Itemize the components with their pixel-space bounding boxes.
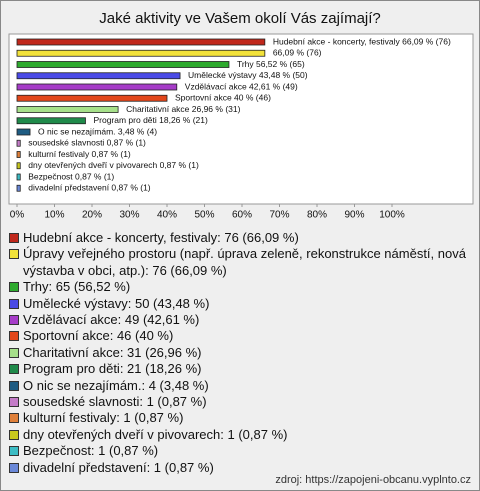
- legend: Hudební akce - koncerty, festivaly: 76 (…: [9, 230, 471, 476]
- bar: [16, 72, 181, 80]
- legend-label: Trhy: 65 (56,52 %): [23, 279, 131, 295]
- legend-swatch: [9, 397, 19, 408]
- bar: [16, 106, 119, 113]
- legend-item: Vzdělávací akce: 49 (42,61 %): [9, 312, 471, 328]
- legend-swatch: [9, 282, 19, 293]
- bar: [16, 61, 230, 68]
- data-label: O nic se nezajímám. 3,48 % (4): [38, 126, 157, 136]
- data-label: Trhy 56,52 % (65): [237, 59, 305, 69]
- legend-item: Sportovní akce: 46 (40 %): [9, 328, 471, 344]
- x-tick-label: 50%: [194, 210, 214, 221]
- data-label: 66,09 % (76): [273, 48, 322, 58]
- legend-swatch: [9, 233, 19, 243]
- bar: [16, 184, 21, 192]
- legend-item: Umělecké výstavy: 50 (43,48 %): [9, 296, 471, 312]
- source: zdroj: https://zapojeni-obcanu.vyplnto.c…: [275, 474, 471, 486]
- data-label: kulturní festivaly 0,87 % (1): [28, 149, 131, 159]
- chart: Jaké aktivity ve Vašem okolí Vás zajímaj…: [8, 10, 474, 221]
- legend-swatch: [9, 331, 19, 342]
- legend-swatch: [9, 347, 19, 358]
- bar: [16, 162, 21, 170]
- bar: [16, 117, 86, 125]
- legend-label: Bezpečnost: 1 (0,87 %): [23, 443, 159, 459]
- legend-swatch: [9, 429, 19, 440]
- data-label: Bezpečnost 0,87 % (1): [28, 171, 114, 181]
- bar: [16, 83, 178, 91]
- bar: [16, 151, 21, 158]
- legend-swatch: [9, 380, 19, 391]
- legend-label: sousedské slavnosti: 1 (0,87 %): [23, 394, 207, 410]
- x-tick-label: 0%: [10, 210, 25, 221]
- legend-swatch: [9, 315, 19, 326]
- legend-label: Vzdělávací akce: 49 (42,61 %): [23, 312, 200, 328]
- x-tick-label: 100%: [379, 210, 405, 221]
- legend-swatch: [9, 249, 19, 260]
- data-label: Hudební akce - koncerty, festivaly 66,09…: [273, 36, 451, 46]
- bar: [16, 49, 266, 57]
- legend-swatch: [9, 446, 19, 457]
- legend-item: Úpravy veřejného prostoru (např. úprava …: [9, 246, 471, 279]
- legend-item: Trhy: 65 (56,52 %): [9, 279, 471, 295]
- legend-label: dny otevřených dveří v pivovarech: 1 (0,…: [23, 426, 288, 442]
- legend-label: kulturní festivaly: 1 (0,87 %): [23, 410, 184, 426]
- legend-label: Sportovní akce: 46 (40 %): [23, 328, 174, 344]
- x-tick-label: 80%: [307, 210, 327, 221]
- bar: [16, 128, 31, 136]
- x-tick-label: 90%: [344, 210, 364, 221]
- legend-swatch: [9, 298, 19, 309]
- x-tick-label: 10%: [44, 210, 64, 221]
- data-label: Umělecké výstavy 43,48 % (50): [188, 70, 308, 80]
- legend-label: O nic se nezajímám.: 4 (3,48 %): [23, 377, 209, 393]
- legend-item: Program pro děti: 21 (18,26 %): [9, 361, 471, 377]
- legend-item: O nic se nezajímám.: 4 (3,48 %): [9, 378, 471, 394]
- bar: [16, 38, 266, 46]
- data-label: dny otevřených dveří v pivovarech 0,87 %…: [28, 160, 199, 170]
- legend-item: kulturní festivaly: 1 (0,87 %): [9, 410, 471, 426]
- legend-label: Hudební akce - koncerty, festivaly: 76 (…: [23, 230, 299, 245]
- legend-label: Umělecké výstavy: 50 (43,48 %): [23, 295, 210, 311]
- x-tick-label: 70%: [269, 210, 289, 221]
- legend-swatch: [9, 413, 19, 424]
- x-tick-label: 40%: [157, 210, 177, 221]
- data-label: Charitativní akce 26,96 % (31): [126, 104, 241, 114]
- x-tick-label: 30%: [119, 210, 139, 221]
- legend-label: divadelní představení: 1 (0,87 %): [23, 459, 214, 475]
- legend-swatch: [9, 462, 19, 473]
- legend-swatch: [9, 364, 19, 375]
- bar: [16, 94, 168, 102]
- x-tick-label: 60%: [232, 210, 252, 221]
- bar: [16, 139, 21, 147]
- data-label: Vzdělávací akce 42,61 % (49): [185, 81, 298, 91]
- legend-item: Hudební akce - koncerty, festivaly: 76 (…: [9, 230, 471, 246]
- chart-title: Jaké aktivity ve Vašem okolí Vás zajímaj…: [99, 10, 381, 27]
- legend-item: Bezpečnost: 1 (0,87 %): [9, 443, 471, 459]
- legend-item: divadelní představení: 1 (0,87 %): [9, 460, 471, 476]
- legend-label: Úpravy veřejného prostoru (např. úprava …: [23, 246, 466, 278]
- x-tick-label: 20%: [82, 210, 102, 221]
- data-label: divadelní představení 0,87 % (1): [28, 183, 151, 193]
- legend-item: sousedské slavnosti: 1 (0,87 %): [9, 394, 471, 410]
- bar: [16, 173, 21, 181]
- data-label: Sportovní akce 40 % (46): [175, 93, 271, 103]
- data-label: Program pro děti 18,26 % (21): [93, 115, 208, 125]
- legend-label: Charitativní akce: 31 (26,96 %): [23, 344, 202, 360]
- legend-item: Charitativní akce: 31 (26,96 %): [9, 345, 471, 361]
- legend-label: Program pro děti: 21 (18,26 %): [23, 361, 202, 377]
- data-label: sousedské slavnosti 0,87 % (1): [28, 138, 146, 148]
- legend-item: dny otevřených dveří v pivovarech: 1 (0,…: [9, 427, 471, 443]
